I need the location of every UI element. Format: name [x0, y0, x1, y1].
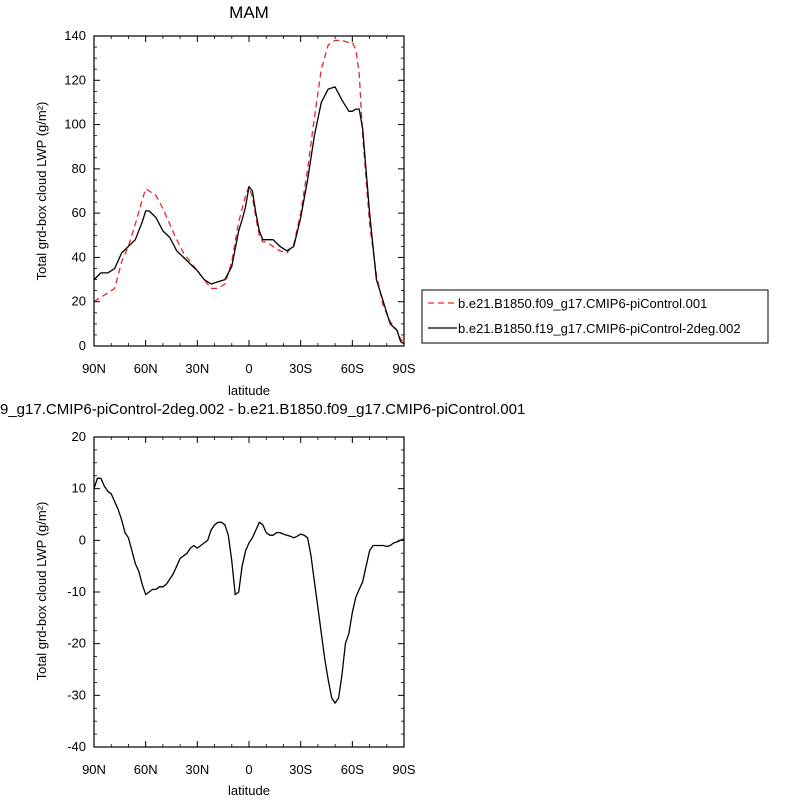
bottom-ytick-label: -20: [67, 636, 86, 651]
bottom-ytick-label: 20: [72, 429, 86, 444]
bottom-ytick-label: -30: [67, 687, 86, 702]
top-xtick-label: 60S: [341, 361, 364, 376]
bottom-xtick-label: 60N: [134, 762, 158, 777]
top-ytick-label: 40: [72, 249, 86, 264]
bottom-chart-title: 9_g17.CMIP6-piControl-2deg.002 - b.e21.B…: [0, 401, 525, 418]
top-series-line-1: [93, 39, 405, 343]
top-ytick-label: 140: [64, 28, 86, 43]
top-series-line-2: [93, 86, 405, 345]
top-ytick-label: 80: [72, 161, 86, 176]
top-xtick-label: 0: [245, 361, 252, 376]
bottom-xtick-label: 90N: [82, 762, 106, 777]
top-xtick-label: 90S: [392, 361, 415, 376]
top-xtick-label: 60N: [134, 361, 158, 376]
bottom-chart-frame: [93, 436, 405, 748]
bottom-chart-xlabel: latitude: [228, 783, 270, 798]
bottom-chart: 9_g17.CMIP6-piControl-2deg.002 - b.e21.B…: [0, 401, 525, 798]
bottom-series-line-1: [93, 477, 405, 704]
top-chart-ylabel: Total grd-box cloud LWP (g/m²): [34, 102, 49, 281]
bottom-xtick-label: 0: [245, 762, 252, 777]
bottom-xtick-label: 60S: [341, 762, 364, 777]
bottom-ytick-label: 0: [79, 532, 86, 547]
bottom-chart-ylabel: Total grd-box cloud LWP (g/m²): [34, 502, 49, 681]
bottom-xtick-label: 90S: [392, 762, 415, 777]
top-chart-title: MAM: [229, 3, 269, 22]
bottom-ytick-label: -10: [67, 584, 86, 599]
top-chart: MAM Total grd-box cloud LWP (g/m²) latit…: [34, 3, 416, 398]
legend-label-series-2: b.e21.B1850.f19_g17.CMIP6-piControl-2deg…: [458, 321, 741, 336]
bottom-xtick-label: 30N: [185, 762, 209, 777]
top-chart-frame: [93, 35, 405, 347]
top-ytick-label: 20: [72, 294, 86, 309]
bottom-ytick-label: -40: [67, 739, 86, 754]
legend-box: [421, 289, 769, 344]
bottom-xtick-label: 30S: [289, 762, 312, 777]
top-xtick-label: 30N: [185, 361, 209, 376]
bottom-ytick-label: 10: [72, 481, 86, 496]
legend: b.e21.B1850.f09_g17.CMIP6-piControl.001 …: [421, 289, 769, 344]
top-ytick-label: 0: [79, 338, 86, 353]
top-chart-xlabel: latitude: [228, 383, 270, 398]
legend-label-series-1: b.e21.B1850.f09_g17.CMIP6-piControl.001: [458, 296, 707, 311]
top-xtick-label: 30S: [289, 361, 312, 376]
top-ytick-label: 60: [72, 205, 86, 220]
top-ytick-label: 120: [64, 72, 86, 87]
top-xtick-label: 90N: [82, 361, 106, 376]
top-ytick-label: 100: [64, 117, 86, 132]
